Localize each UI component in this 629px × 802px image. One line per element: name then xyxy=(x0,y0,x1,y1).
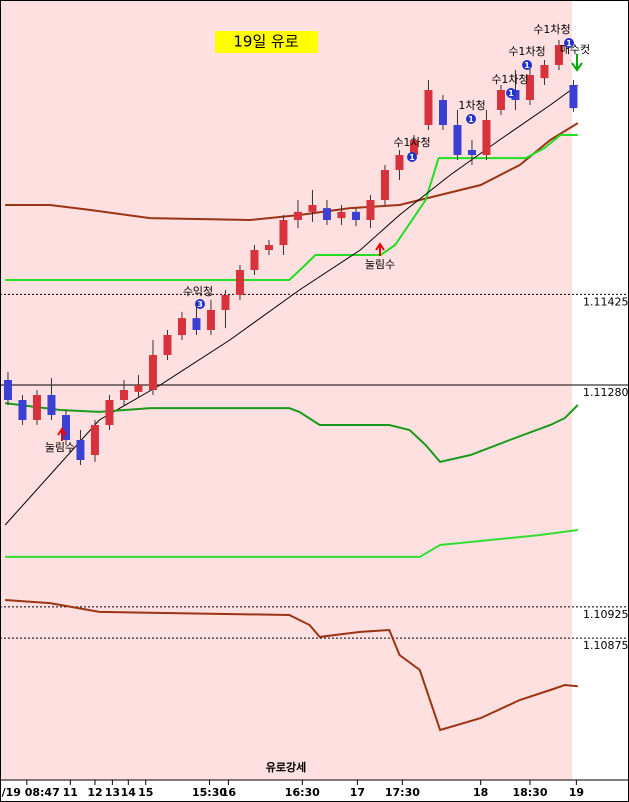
candle-body xyxy=(134,385,143,392)
candle-body xyxy=(250,250,259,270)
x-tick-label: 18:30 xyxy=(512,786,547,799)
x-axis-title: 유로강세 xyxy=(266,760,306,774)
annotation: 수1차청 xyxy=(533,23,570,36)
candle-body xyxy=(554,45,563,65)
candle-body xyxy=(192,318,201,330)
buy-arrow xyxy=(57,427,67,441)
signal-badge-label: 1 xyxy=(524,61,530,70)
candle-body xyxy=(293,211,302,220)
signal-badge-label: 1 xyxy=(508,89,514,98)
candle-body xyxy=(525,75,534,100)
y-tick-label: 1.11425 xyxy=(583,295,629,308)
candle-body xyxy=(380,170,389,200)
x-tick-label: 14 xyxy=(121,786,137,799)
candle-body xyxy=(438,100,447,125)
x-tick-label: 11 xyxy=(63,786,78,799)
plot-background xyxy=(0,0,572,780)
signal-badge-label: 3 xyxy=(197,300,203,309)
x-tick-label: 5/19 08:47 xyxy=(0,786,60,799)
candle-body xyxy=(308,205,317,212)
signal-badge-label: 1 xyxy=(409,153,415,162)
y-tick-label: 1.11280 xyxy=(583,386,629,399)
candle-body xyxy=(47,395,56,415)
candle-body xyxy=(540,65,549,79)
candle-body xyxy=(467,150,476,155)
y-tick-label: 1.10925 xyxy=(583,608,629,621)
annotation: 수1차청 xyxy=(508,45,545,58)
x-tick-label: 13 xyxy=(105,786,120,799)
indicator-line xyxy=(4,402,579,464)
candle-body xyxy=(105,400,114,425)
x-tick-label: 15:30 xyxy=(192,786,227,799)
signal-badge xyxy=(522,60,532,70)
x-tick-label: 12 xyxy=(87,786,102,799)
candle-body xyxy=(264,245,273,250)
indicator-line xyxy=(5,122,579,222)
x-tick-label: 17 xyxy=(350,786,365,799)
x-tick-label: 18 xyxy=(473,786,488,799)
candle-body xyxy=(148,355,157,390)
candle-body xyxy=(163,335,172,355)
title-box xyxy=(215,31,318,53)
x-tick-label: 15 xyxy=(138,786,153,799)
x-tick-label: 19 xyxy=(569,786,584,799)
candle-body xyxy=(76,440,85,460)
annotation: 수1차청 xyxy=(393,136,430,149)
annotation: 매수컷 xyxy=(560,43,590,56)
signal-badge xyxy=(506,88,516,98)
indicator-line xyxy=(4,84,579,526)
candle-body xyxy=(482,120,491,155)
candle-body xyxy=(351,211,360,220)
candle-body xyxy=(453,125,462,155)
candle-body xyxy=(395,155,404,170)
candle-body xyxy=(90,425,99,455)
signal-badge xyxy=(466,114,476,124)
candle-body xyxy=(3,380,12,400)
indicator-line xyxy=(5,599,578,732)
candle-body xyxy=(119,390,128,400)
candle-body xyxy=(206,310,215,330)
candle-body xyxy=(221,295,230,310)
candle-body xyxy=(32,395,41,420)
candle-body xyxy=(424,90,433,125)
candle-body xyxy=(366,200,375,220)
candle-body xyxy=(18,400,27,420)
signal-badge-label: 1 xyxy=(566,39,572,48)
signal-badge xyxy=(564,38,574,48)
candle-body xyxy=(337,211,346,219)
annotation: 눌림수 xyxy=(45,441,75,454)
candle-body xyxy=(496,90,505,110)
indicator-line xyxy=(5,134,578,281)
x-tick-label: 17:30 xyxy=(385,786,420,799)
annotation: 1차청 xyxy=(458,99,485,112)
annotation: 눌림수 xyxy=(365,258,395,271)
candle-body xyxy=(322,208,331,220)
candle-body xyxy=(235,270,244,295)
annotation: 수익청 xyxy=(183,285,213,298)
sell-arrow xyxy=(571,54,583,72)
candle-body xyxy=(569,85,578,109)
candle-body xyxy=(61,415,70,440)
buy-arrow xyxy=(375,242,385,256)
signal-badge-label: 1 xyxy=(468,115,474,124)
chart-title: 19일 유로 xyxy=(233,33,298,51)
signal-badge xyxy=(195,299,205,309)
x-tick-label: 16:30 xyxy=(285,786,320,799)
indicator-line xyxy=(5,529,578,558)
annotation: 수1차청 xyxy=(491,73,528,86)
candle-body xyxy=(409,140,418,155)
candle-body xyxy=(177,318,186,335)
signal-badge xyxy=(407,152,417,162)
x-tick-label: 16 xyxy=(221,786,237,799)
candle-body xyxy=(279,220,288,245)
y-tick-label: 1.10875 xyxy=(583,639,629,652)
